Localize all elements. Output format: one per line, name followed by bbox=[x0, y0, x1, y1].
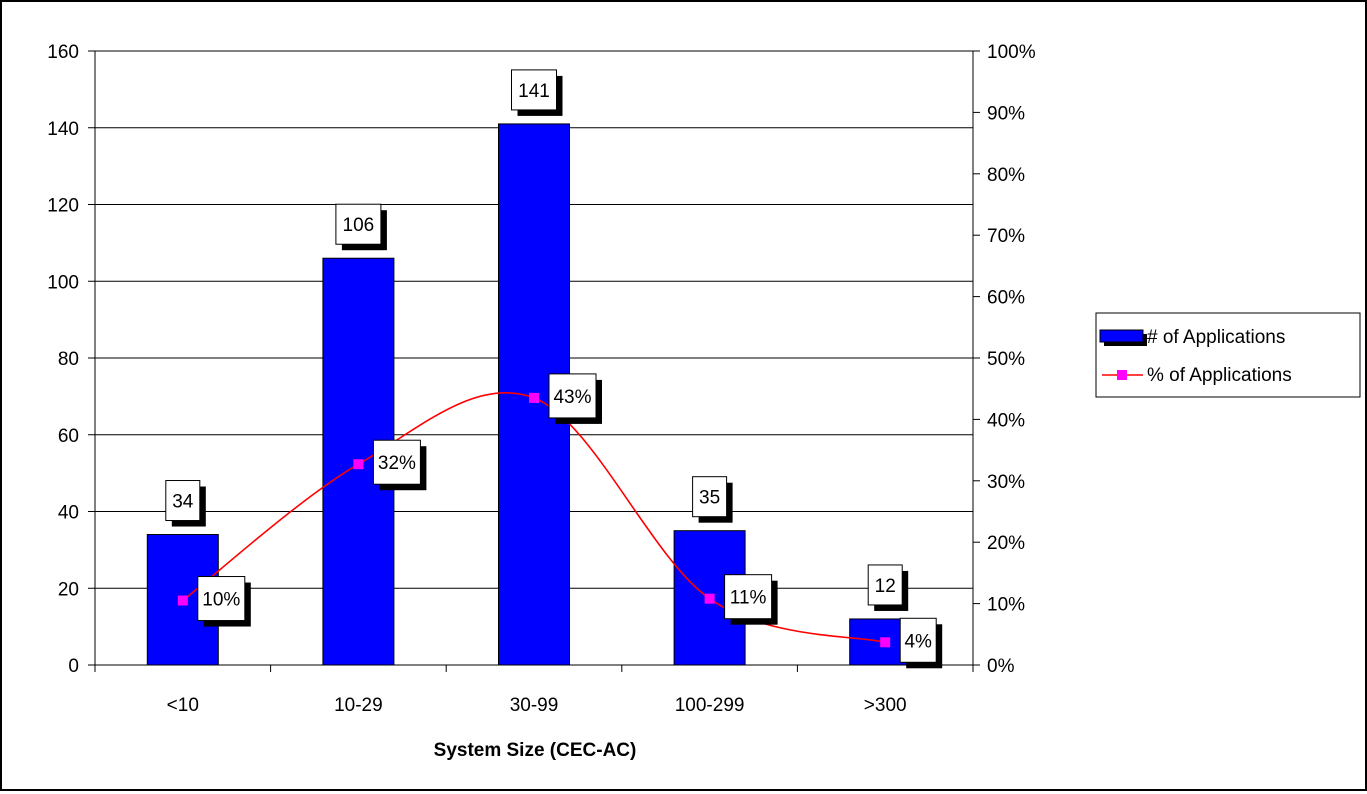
label-text: 43% bbox=[553, 387, 591, 408]
legend: # of Applications % of Applications bbox=[1095, 312, 1361, 398]
y-right-tick-label: 80% bbox=[987, 165, 1025, 186]
x-tick-label-10-29: 10-29 bbox=[334, 695, 383, 716]
percent-value-label-<10: 10% bbox=[197, 576, 251, 627]
label-box bbox=[692, 476, 728, 518]
y-right-tick-label: 70% bbox=[987, 226, 1025, 247]
bar-value-label-10-29: 106 bbox=[335, 203, 387, 251]
legend-box bbox=[1095, 312, 1361, 398]
label-box bbox=[724, 574, 773, 620]
bar-value-label-100-299: 35 bbox=[692, 476, 733, 523]
legend-marker-swatch bbox=[1117, 370, 1127, 380]
data-labels: 34 106 141 35 12 10% 32% 43% 11% 4% bbox=[165, 69, 943, 669]
percent-marker-10-29 bbox=[353, 459, 364, 470]
y-right-tick-label: 40% bbox=[987, 410, 1025, 431]
percent-marker-100-299 bbox=[704, 593, 715, 604]
label-text: 10% bbox=[202, 590, 240, 611]
label-box bbox=[165, 480, 201, 522]
y-left-tick-label: 20 bbox=[58, 579, 79, 600]
legend-item-line: % of Applications bbox=[1102, 365, 1292, 386]
percent-value-label-10-29: 32% bbox=[372, 439, 427, 491]
bar-value-label-<10: 34 bbox=[165, 480, 206, 527]
label-text: 141 bbox=[518, 81, 550, 102]
y-left-tick-label: 60 bbox=[58, 426, 79, 447]
x-axis-title: System Size (CEC-AC) bbox=[434, 740, 637, 761]
legend-label-bars: # of Applications bbox=[1147, 327, 1285, 348]
label-box bbox=[548, 373, 597, 419]
percent-marker-<10 bbox=[177, 595, 188, 606]
label-text: 12 bbox=[875, 576, 896, 597]
y-right-tick-label: 20% bbox=[987, 533, 1025, 554]
y-right-tick-label: 50% bbox=[987, 349, 1025, 370]
x-tick-label-100-299: 100-299 bbox=[675, 695, 745, 716]
percent-value-label->300: 4% bbox=[899, 617, 943, 669]
label-text: 11% bbox=[730, 588, 767, 609]
percent-value-label-100-299: 11% bbox=[724, 574, 778, 625]
y-left-tick-label: 40 bbox=[58, 503, 79, 524]
legend-bar-swatch bbox=[1099, 329, 1144, 343]
label-text: 32% bbox=[378, 453, 416, 474]
label-text: 35 bbox=[699, 488, 720, 509]
label-box bbox=[511, 69, 557, 111]
label-box bbox=[867, 564, 903, 606]
y-left-tick-label: 140 bbox=[47, 119, 79, 140]
label-text: 106 bbox=[343, 215, 375, 236]
y-left-tick-label: 0 bbox=[68, 656, 79, 677]
x-tick-label-30-99: 30-99 bbox=[510, 695, 559, 716]
label-box bbox=[197, 576, 246, 622]
x-tick-label-<10: <10 bbox=[167, 695, 199, 716]
y-right-tick-label: 30% bbox=[987, 472, 1025, 493]
bar-value-label->300: 12 bbox=[867, 564, 909, 611]
percent-marker->300 bbox=[880, 637, 891, 648]
x-tick-label->300: >300 bbox=[864, 695, 907, 716]
y-right-tick-label: 60% bbox=[987, 288, 1025, 309]
y-right-tick-label: 0% bbox=[987, 656, 1015, 677]
percent-value-label-30-99: 43% bbox=[548, 373, 602, 424]
y-left-tick-label: 120 bbox=[47, 196, 79, 217]
y-right-tick-label: 90% bbox=[987, 103, 1025, 124]
axes: 0 20 40 60 80 100 120 140 160 0% 10% 20% 30% 40% 50% 60… bbox=[47, 42, 1035, 716]
legend-label-line: % of Applications bbox=[1147, 365, 1292, 386]
y-right-tick-label: 100% bbox=[987, 42, 1036, 63]
label-text: 4% bbox=[904, 631, 932, 652]
y-right-tick-label: 10% bbox=[987, 595, 1025, 616]
label-box bbox=[335, 203, 382, 245]
label-box bbox=[899, 617, 937, 663]
percent-marker-30-99 bbox=[529, 392, 539, 403]
y-left-tick-label: 80 bbox=[58, 349, 79, 370]
bar-value-label-30-99: 141 bbox=[511, 69, 563, 116]
y-left-tick-label: 100 bbox=[47, 272, 79, 293]
label-box bbox=[372, 439, 421, 485]
label-text: 34 bbox=[172, 492, 194, 513]
legend-item-bars: # of Applications bbox=[1099, 327, 1285, 348]
y-left-tick-label: 160 bbox=[47, 42, 79, 63]
